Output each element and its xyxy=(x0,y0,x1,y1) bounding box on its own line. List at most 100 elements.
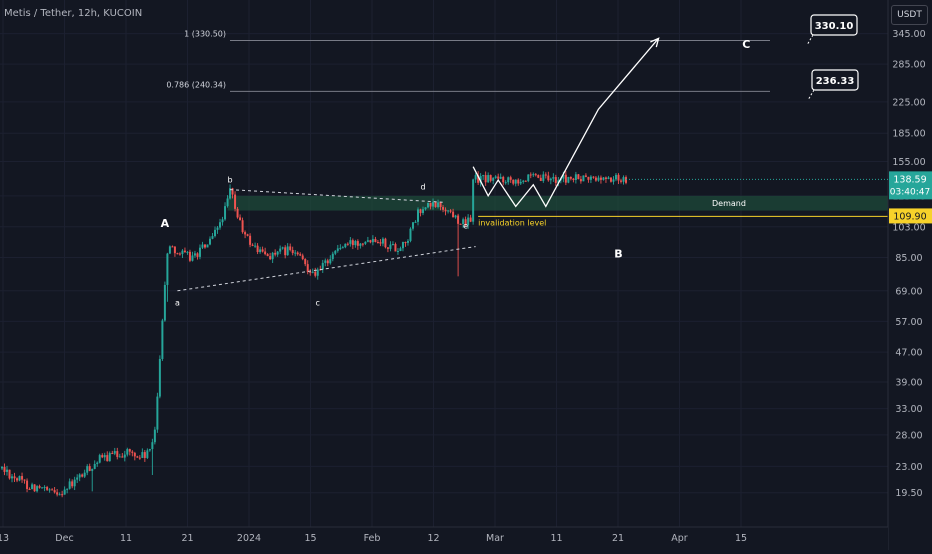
candle-body xyxy=(557,180,560,183)
candle-body xyxy=(614,174,617,180)
candle-body xyxy=(409,228,412,241)
candle-body xyxy=(209,238,211,245)
candle-body xyxy=(141,452,144,458)
candle-body xyxy=(354,241,357,246)
candle-body xyxy=(264,251,267,255)
candle-body xyxy=(246,234,249,236)
candle-body xyxy=(234,194,237,209)
time-tick-label: 15 xyxy=(304,533,316,544)
last-price-value: 138.59 xyxy=(893,174,926,185)
candle-body xyxy=(1,466,3,469)
time-tick-label: 21 xyxy=(181,533,193,544)
candle-body xyxy=(51,489,54,491)
candle-body xyxy=(509,177,512,180)
candle-body xyxy=(424,207,427,210)
forecast-line xyxy=(472,37,660,208)
target-value: 330.10 xyxy=(815,21,854,32)
candle-body xyxy=(71,481,74,487)
candle-body xyxy=(279,248,282,252)
candle-body xyxy=(216,227,219,230)
candle-body xyxy=(489,175,492,181)
candle-body xyxy=(43,487,46,489)
candle-body xyxy=(396,250,399,252)
candle-body xyxy=(289,246,292,250)
candle-body xyxy=(344,243,347,248)
candle-body xyxy=(602,177,605,180)
wave-label: a xyxy=(175,298,180,307)
candle-body xyxy=(153,429,156,443)
candle-body xyxy=(103,455,106,458)
candle-body xyxy=(186,251,189,253)
candle-body xyxy=(589,176,592,180)
candle-body xyxy=(219,222,222,228)
currency-button[interactable]: USDT xyxy=(891,5,928,25)
candle-body xyxy=(582,175,585,182)
candle-body xyxy=(457,215,460,224)
price-axis[interactable]: 345.00285.00225.00185.00155.00125.00103.… xyxy=(892,29,925,499)
candle-body xyxy=(389,244,392,249)
candle-body xyxy=(168,246,171,254)
candle-body xyxy=(512,179,515,184)
wave-labels: A B Ca b c d e xyxy=(161,38,751,307)
candle-body xyxy=(437,202,440,208)
candle-body xyxy=(143,452,146,458)
candle-body xyxy=(214,229,217,237)
candle-body xyxy=(294,252,297,254)
candle-body xyxy=(21,476,24,480)
candle-body xyxy=(502,176,505,183)
candle-body xyxy=(131,451,134,453)
price-tick-label: 39.00 xyxy=(895,377,922,388)
candle-body xyxy=(331,253,334,260)
candle-body xyxy=(46,487,49,490)
price-tick-label: 23.00 xyxy=(895,462,922,473)
candle-body xyxy=(482,175,485,177)
candle-body xyxy=(617,174,620,181)
time-tick-label: Dec xyxy=(55,533,73,544)
fib-label: 1 (330.50) xyxy=(184,29,226,38)
price-tick-label: 285.00 xyxy=(892,60,925,71)
candle-body xyxy=(386,247,389,249)
candle-body xyxy=(171,246,174,248)
grid xyxy=(0,0,888,527)
candle-body xyxy=(261,249,264,252)
time-axis-background[interactable] xyxy=(0,527,888,550)
candle-body xyxy=(462,219,465,225)
wave-label: d xyxy=(420,183,425,192)
candle-body xyxy=(612,179,615,182)
candle-body xyxy=(467,217,470,226)
price-tick-label: 33.00 xyxy=(895,404,922,415)
time-tick-label: Mar xyxy=(486,533,504,544)
candle-body xyxy=(16,478,19,481)
candle-body xyxy=(326,260,329,264)
candle-body xyxy=(507,177,510,183)
price-axis-background[interactable] xyxy=(888,0,932,550)
candle-body xyxy=(619,180,622,182)
candle-body xyxy=(291,249,294,254)
fib-levels: 1 (330.50) 0.786 (240.34) xyxy=(166,29,770,92)
candle-body xyxy=(36,486,39,492)
candle-body xyxy=(524,180,527,182)
candle-body xyxy=(597,177,600,181)
fib-label: 0.786 (240.34) xyxy=(166,80,226,89)
candles xyxy=(1,171,627,498)
candle-body xyxy=(474,175,477,180)
candle-body xyxy=(63,489,66,495)
candle-body xyxy=(599,177,602,180)
time-axis[interactable]: 13 Dec 11 21 2024 15 Feb 12 Mar 11 21 Apr 15 xyxy=(0,533,747,544)
target-value: 236.33 xyxy=(816,76,855,87)
candle-body xyxy=(477,175,480,183)
candle-body xyxy=(487,175,490,183)
candle-body xyxy=(432,202,435,207)
price-tick-label: 103.00 xyxy=(892,222,925,233)
candle-body xyxy=(31,484,34,490)
candle-body xyxy=(96,462,99,464)
candle-body xyxy=(241,220,244,233)
candle-body xyxy=(73,479,76,487)
candle-body xyxy=(484,175,487,183)
candle-body xyxy=(549,178,552,181)
target-callouts: 330.10 236.33 xyxy=(806,14,859,101)
invalidation-level-label: invalidation level xyxy=(478,218,546,227)
target-pointer xyxy=(807,89,815,101)
